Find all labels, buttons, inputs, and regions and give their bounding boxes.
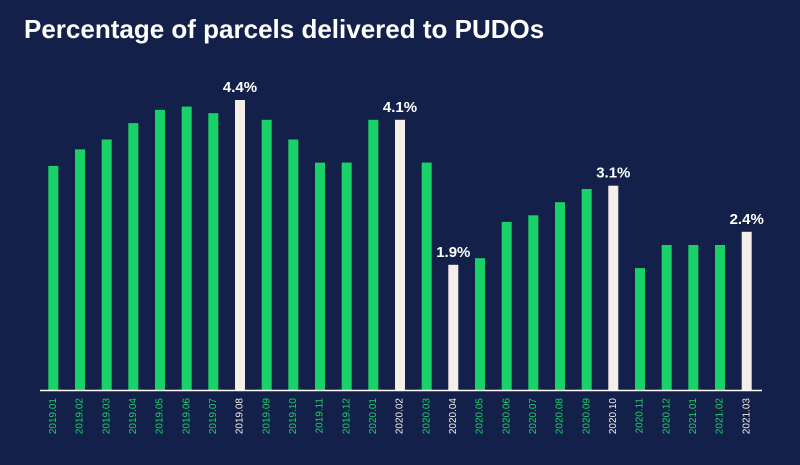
bar-2020.03 bbox=[421, 162, 432, 390]
bar-2020.02 bbox=[395, 119, 405, 391]
tick-label-2019.03: 2019.03 bbox=[101, 398, 112, 435]
tick-label-2019.06: 2019.06 bbox=[181, 398, 192, 435]
bar-2021.01 bbox=[688, 245, 699, 390]
tick-label-2020.08: 2020.08 bbox=[555, 398, 566, 435]
bar-2019.07 bbox=[208, 113, 219, 390]
tick-label-2020.01: 2020.01 bbox=[368, 398, 379, 435]
tick-label-2020.06: 2020.06 bbox=[501, 398, 512, 435]
tick-label-2021.02: 2021.02 bbox=[715, 398, 726, 435]
data-label-2019.08: 4.4% bbox=[223, 79, 257, 96]
bar-2019.10 bbox=[288, 139, 299, 390]
tick-label-2020.05: 2020.05 bbox=[475, 398, 486, 435]
tick-label-2019.08: 2019.08 bbox=[235, 398, 246, 435]
bar-2020.04 bbox=[448, 264, 459, 390]
data-label-2020.02: 4.1% bbox=[383, 99, 417, 116]
bar-2020.07 bbox=[528, 215, 539, 390]
bar-2019.11 bbox=[315, 162, 325, 390]
tick-label-2020.09: 2020.09 bbox=[581, 398, 592, 435]
bar-2019.02 bbox=[75, 149, 85, 390]
data-label-2020.10: 3.1% bbox=[596, 165, 630, 182]
tick-label-2020.11: 2020.11 bbox=[635, 398, 646, 434]
bar-2020.09 bbox=[581, 189, 592, 390]
bar-2019.06 bbox=[181, 106, 192, 390]
bar-2020.08 bbox=[555, 202, 565, 390]
tick-label-2020.12: 2020.12 bbox=[661, 398, 672, 435]
bar-2021.02 bbox=[715, 245, 725, 390]
chart-title: Percentage of parcels delivered to PUDOs bbox=[24, 14, 545, 44]
tick-label-2019.05: 2019.05 bbox=[155, 398, 166, 435]
tick-label-2019.07: 2019.07 bbox=[208, 398, 219, 435]
tick-label-2019.04: 2019.04 bbox=[128, 398, 139, 435]
tick-label-2019.10: 2019.10 bbox=[288, 398, 299, 435]
bar-2020.05 bbox=[475, 258, 485, 390]
bar-2019.05 bbox=[155, 109, 165, 391]
bar-2019.04 bbox=[128, 123, 139, 390]
data-label-2021.03: 2.4% bbox=[730, 211, 764, 228]
tick-label-2019.02: 2019.02 bbox=[75, 398, 86, 435]
bar-2020.01 bbox=[368, 119, 379, 391]
tick-label-2019.09: 2019.09 bbox=[261, 398, 272, 435]
bar-2019.12 bbox=[341, 162, 352, 390]
bar-2019.03 bbox=[101, 139, 112, 390]
bar-2019.08 bbox=[235, 100, 245, 390]
tick-label-2020.10: 2020.10 bbox=[608, 398, 619, 435]
tick-label-2020.07: 2020.07 bbox=[528, 398, 539, 435]
bar-2020.12 bbox=[661, 245, 672, 390]
tick-label-2020.04: 2020.04 bbox=[448, 398, 459, 435]
tick-label-2019.12: 2019.12 bbox=[341, 398, 352, 435]
tick-label-2021.01: 2021.01 bbox=[688, 398, 699, 435]
bar-2019.01 bbox=[48, 165, 59, 390]
bar-2019.09 bbox=[261, 119, 272, 391]
tick-label-2019.01: 2019.01 bbox=[48, 398, 59, 435]
bar-2020.10 bbox=[608, 185, 619, 390]
tick-label-2020.02: 2020.02 bbox=[395, 398, 406, 435]
bar-2021.03 bbox=[741, 231, 752, 390]
bar-2020.06 bbox=[501, 221, 512, 390]
tick-label-2020.03: 2020.03 bbox=[421, 398, 432, 435]
tick-label-2019.11: 2019.11 bbox=[315, 398, 326, 434]
tick-label-2021.03: 2021.03 bbox=[741, 398, 752, 435]
bar-2020.11 bbox=[635, 268, 645, 390]
data-label-2020.04: 1.9% bbox=[436, 244, 470, 261]
